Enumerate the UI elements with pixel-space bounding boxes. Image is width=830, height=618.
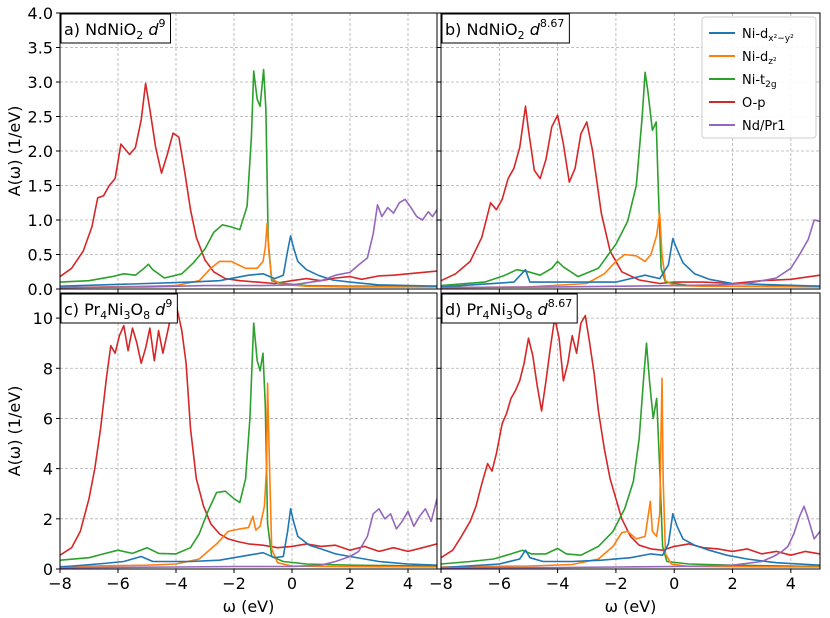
y-tick-label: 3.5 xyxy=(28,39,53,58)
x-tick-label: −2 xyxy=(222,574,246,593)
x-tick-label: −6 xyxy=(488,574,512,593)
panel-title-box-c xyxy=(60,293,178,324)
series-line-a-4 xyxy=(60,198,437,289)
y-axis-label: A(ω) (1/eV) xyxy=(5,106,24,197)
panel-title-d: d) Pr4Ni3O8 d8.67 xyxy=(445,297,572,322)
series-line-c-2 xyxy=(60,382,437,568)
panel-title-box-a xyxy=(60,13,172,44)
y-tick-label: 8 xyxy=(43,359,53,378)
x-tick-label: −2 xyxy=(604,574,628,593)
y-tick-label: 2.0 xyxy=(28,142,53,161)
series-line-b-1 xyxy=(441,71,820,287)
series-line-b-4 xyxy=(441,219,820,289)
legend-label: Nd/Pr1 xyxy=(742,119,786,134)
y-tick-label: 4 xyxy=(43,460,53,479)
legend-label: Ni-dx²−y² xyxy=(742,27,794,44)
x-tick-label: 4 xyxy=(786,574,796,593)
series-line-c-0 xyxy=(60,293,437,556)
panel-frame-d xyxy=(440,292,821,570)
series-line-b-2 xyxy=(441,212,820,289)
x-tick-label: 2 xyxy=(345,574,355,593)
series-line-d-2 xyxy=(441,377,820,568)
series-line-d-3 xyxy=(441,513,820,569)
series-line-c-1 xyxy=(60,322,437,567)
legend-label: Ni-dz² xyxy=(742,50,777,67)
x-tick-label: −4 xyxy=(546,574,570,593)
series-line-d-0 xyxy=(441,314,820,559)
series-line-a-3 xyxy=(60,235,437,287)
y-tick-label: 1.5 xyxy=(28,177,53,196)
panel-frame-c xyxy=(59,292,438,570)
y-tick-label: 4.0 xyxy=(28,4,53,23)
y-tick-label: 1.0 xyxy=(28,211,53,230)
series-line-d-1 xyxy=(441,342,820,568)
x-tick-label: 4 xyxy=(403,574,413,593)
y-tick-label: 0.5 xyxy=(28,246,53,265)
x-axis-label: ω (eV) xyxy=(223,597,275,616)
legend-box xyxy=(701,16,817,139)
x-tick-label: −4 xyxy=(164,574,188,593)
y-tick-label: 0.0 xyxy=(28,280,53,299)
legend-label: O-p xyxy=(742,96,766,111)
panel-title-a: a) NdNiO2 d9 xyxy=(64,17,166,42)
panel-title-b: b) NdNiO2 d8.67 xyxy=(445,17,564,42)
series-line-b-3 xyxy=(441,237,820,288)
series-line-d-4 xyxy=(441,505,820,569)
x-tick-label: 0 xyxy=(669,574,679,593)
series-line-a-0 xyxy=(60,82,437,285)
x-tick-label: 2 xyxy=(727,574,737,593)
y-tick-label: 0 xyxy=(43,560,53,579)
x-axis-label: ω (eV) xyxy=(605,597,657,616)
panel-title-c: c) Pr4Ni3O8 d9 xyxy=(64,297,172,322)
y-tick-label: 2.5 xyxy=(28,108,53,127)
series-line-c-3 xyxy=(60,508,437,568)
x-tick-label: −6 xyxy=(106,574,130,593)
panel-title-box-d xyxy=(441,293,578,324)
legend-label: Ni-t2g xyxy=(742,73,777,90)
y-tick-label: 10 xyxy=(33,309,53,328)
series-line-c-4 xyxy=(60,498,437,569)
y-tick-label: 2 xyxy=(43,510,53,529)
y-tick-label: 3.0 xyxy=(28,73,53,92)
x-tick-label: −8 xyxy=(429,574,453,593)
x-tick-label: 0 xyxy=(287,574,297,593)
y-axis-label: A(ω) (1/eV) xyxy=(5,386,24,477)
y-tick-label: 6 xyxy=(43,409,53,428)
series-line-a-1 xyxy=(60,68,437,287)
x-tick-label: −8 xyxy=(48,574,72,593)
series-line-a-2 xyxy=(60,222,437,289)
panel-title-box-b xyxy=(441,13,570,44)
